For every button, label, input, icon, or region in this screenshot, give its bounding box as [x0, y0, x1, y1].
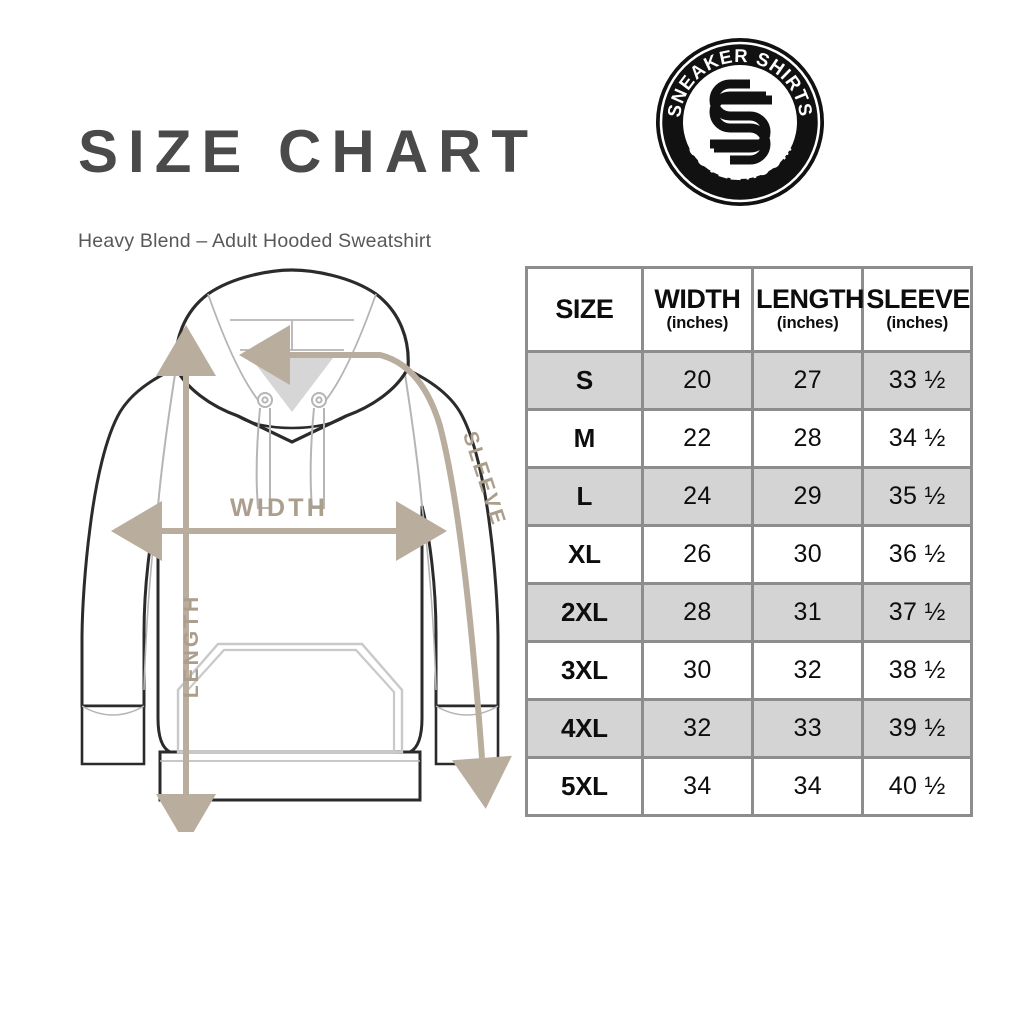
column-header-size: SIZE [525, 266, 644, 353]
cell-sleeve: 37 ½ [861, 582, 973, 643]
column-header-length-label: LENGTH [756, 283, 865, 314]
cell-width: 22 [640, 408, 755, 469]
column-header-length-unit: (inches) [776, 314, 839, 333]
cell-width: 20 [640, 350, 755, 411]
cell-width: 34 [640, 756, 755, 817]
table-row: L 24 29 35 ½ [525, 466, 973, 527]
table-row: 3XL 30 32 38 ½ [525, 640, 973, 701]
cell-size: M [525, 408, 644, 469]
column-header-sleeve-unit: (inches) [886, 314, 949, 333]
cell-length: 34 [751, 756, 865, 817]
cell-length: 33 [751, 698, 865, 759]
logo-ring-highlight [659, 41, 821, 203]
cell-sleeve: 40 ½ [861, 756, 973, 817]
cell-size: XL [525, 524, 644, 585]
table-row: 5XL 34 34 40 ½ [525, 756, 973, 817]
cell-sleeve: 33 ½ [861, 350, 973, 411]
logo-monogram-ss [709, 79, 772, 165]
hoodie-diagram: WIDTH LENGTH SLEEVE [58, 266, 526, 832]
width-label: WIDTH [230, 494, 328, 522]
column-header-sleeve: SLEEVE (inches) [861, 266, 973, 353]
table-row: 2XL 28 31 37 ½ [525, 582, 973, 643]
table-row: XL 26 30 36 ½ [525, 524, 973, 585]
page-subtitle: Heavy Blend – Adult Hooded Sweatshirt [78, 230, 432, 252]
cell-width: 28 [640, 582, 755, 643]
column-header-width-label: WIDTH [654, 283, 741, 314]
cell-sleeve: 38 ½ [861, 640, 973, 701]
table-header-row: SIZE WIDTH (inches) LENGTH (inches) SLEE… [525, 266, 973, 353]
column-header-sleeve-label: SLEEVE [866, 283, 970, 314]
cell-length: 27 [751, 350, 865, 411]
cell-length: 29 [751, 466, 865, 527]
left-cuff-seam [81, 705, 145, 716]
brand-logo: SNEAKER SHIRTS OUTLET.COM [654, 36, 826, 208]
cell-size: L [525, 466, 644, 527]
column-header-size-label: SIZE [555, 294, 614, 325]
cell-width: 30 [640, 640, 755, 701]
cell-size: 5XL [525, 756, 644, 817]
cell-size: 2XL [525, 582, 644, 643]
table-row: M 22 28 34 ½ [525, 408, 973, 469]
cell-length: 32 [751, 640, 865, 701]
waistband [158, 750, 422, 802]
cell-sleeve: 34 ½ [861, 408, 973, 469]
cell-sleeve: 35 ½ [861, 466, 973, 527]
title-block: SIZE CHART Heavy Blend – Adult Hooded Sw… [78, 118, 538, 253]
cell-length: 30 [751, 524, 865, 585]
sleeve-arrow [239, 325, 512, 809]
length-label: LENGTH [180, 594, 203, 698]
page-title: SIZE CHART [78, 118, 538, 185]
cell-width: 26 [640, 524, 755, 585]
cell-sleeve: 39 ½ [861, 698, 973, 759]
left-cuff [80, 704, 146, 766]
column-header-width-unit: (inches) [666, 314, 729, 333]
table-row: 4XL 32 33 39 ½ [525, 698, 973, 759]
size-table-container: SIZE WIDTH (inches) LENGTH (inches) SLEE… [525, 266, 973, 817]
cell-size: 4XL [525, 698, 644, 759]
cell-length: 28 [751, 408, 865, 469]
measurement-arrows [111, 325, 512, 832]
size-table-body: S 20 27 33 ½ M 22 28 34 ½ L 24 29 35 ½ XL 26 30 36 ½ 2XL… [525, 350, 973, 817]
column-header-width: WIDTH (inches) [640, 266, 755, 353]
cell-size: S [525, 350, 644, 411]
cell-sleeve: 36 ½ [861, 524, 973, 585]
cell-size: 3XL [525, 640, 644, 701]
column-header-length: LENGTH (inches) [751, 266, 865, 353]
cell-width: 24 [640, 466, 755, 527]
size-chart-table: SIZE WIDTH (inches) LENGTH (inches) SLEE… [525, 266, 973, 817]
cell-width: 32 [640, 698, 755, 759]
table-row: S 20 27 33 ½ [525, 350, 973, 411]
cell-length: 31 [751, 582, 865, 643]
